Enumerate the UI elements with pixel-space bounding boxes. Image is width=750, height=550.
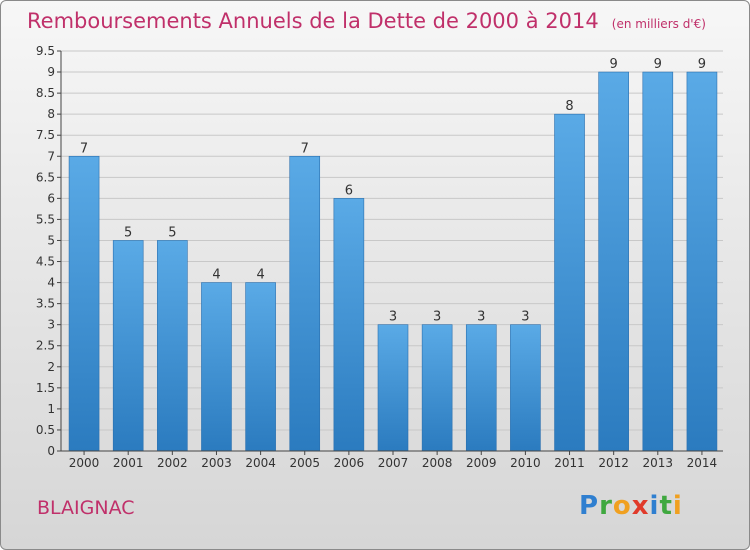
logo-letter: t <box>659 491 673 521</box>
x-tick-label: 2009 <box>466 456 497 470</box>
y-tick-label: 7 <box>47 149 55 163</box>
bar-value-label: 4 <box>212 268 220 283</box>
bar <box>157 240 188 452</box>
bar-value-label: 5 <box>124 225 132 240</box>
y-tick-label: 1.5 <box>36 381 55 395</box>
y-tick-label: 9.5 <box>36 44 55 58</box>
bar-value-label: 3 <box>477 310 485 325</box>
x-tick-label: 2000 <box>69 456 100 470</box>
bar <box>421 324 453 452</box>
axes <box>57 50 723 455</box>
bar <box>245 282 276 452</box>
y-tick-label: 3 <box>47 318 55 332</box>
bar-value-label: 3 <box>389 310 397 325</box>
bar <box>598 71 629 452</box>
bar-value-label: 7 <box>301 141 309 156</box>
bar <box>686 71 718 452</box>
bar-value-label: 4 <box>256 268 264 283</box>
bar <box>333 198 365 452</box>
y-tick-label: 6.5 <box>36 170 55 184</box>
logo-letter: o <box>612 491 632 521</box>
bar-value-label: 9 <box>610 57 618 72</box>
y-tick-label: 3.5 <box>36 297 55 311</box>
y-tick-label: 6 <box>47 191 55 205</box>
y-tick-label: 4.5 <box>36 255 55 269</box>
y-tick-label: 2 <box>47 360 55 374</box>
y-tick-label: 9 <box>47 65 55 79</box>
x-tick-label: 2003 <box>201 456 232 470</box>
y-tick-label: 8.5 <box>36 86 55 100</box>
bar-value-label: 9 <box>698 57 706 72</box>
bar <box>201 282 232 452</box>
labels: 0 0.5 1 1.5 2 2.5 3 3.5 4 4.5 5 5.5 6 6.5 7 7.5 8 8.5 9 9.5… <box>36 44 717 470</box>
bar-value-label: 6 <box>345 183 353 198</box>
bar-value-label: 5 <box>168 225 176 240</box>
logo-letter: i <box>672 491 683 521</box>
y-tick-label: 8 <box>47 107 55 121</box>
title-unit: (en milliers d'€) <box>611 17 706 31</box>
x-tick-label: 2011 <box>554 456 585 470</box>
logo-letter: P <box>579 491 600 521</box>
y-tick-label: 0 <box>47 444 55 458</box>
y-tick-label: 0.5 <box>36 423 55 437</box>
bar <box>554 113 585 452</box>
y-tick-label: 1 <box>47 402 55 416</box>
x-tick-label: 2001 <box>113 456 144 470</box>
y-tick-label: 4 <box>47 276 55 290</box>
x-tick-label: 2004 <box>245 456 276 470</box>
logo-letter: x <box>631 491 650 521</box>
x-tick-label: 2007 <box>378 456 409 470</box>
commune-name: BLAIGNAC <box>37 497 135 519</box>
bar-value-label: 3 <box>521 310 529 325</box>
chart-title: Remboursements Annuels de la Dette de 20… <box>27 9 706 33</box>
bar <box>642 71 674 452</box>
bar-value-label: 7 <box>80 141 88 156</box>
y-tick-label: 5.5 <box>36 212 55 226</box>
title-main: Remboursements Annuels de la Dette de 20… <box>27 9 599 33</box>
y-tick-label: 2.5 <box>36 339 55 353</box>
x-tick-label: 2014 <box>687 456 718 470</box>
bar <box>112 240 144 452</box>
logo-letter: r <box>599 491 613 521</box>
logo-letter: i <box>649 491 660 521</box>
x-tick-label: 2010 <box>510 456 541 470</box>
y-tick-label: 7.5 <box>36 128 55 142</box>
x-tick-label: 2002 <box>157 456 188 470</box>
bar-value-label: 9 <box>654 57 662 72</box>
x-tick-label: 2005 <box>289 456 320 470</box>
bar <box>289 155 321 452</box>
x-tick-label: 2008 <box>422 456 453 470</box>
x-tick-label: 2012 <box>598 456 629 470</box>
proxiti-logo: Proxiti <box>579 491 683 521</box>
y-tick-label: 5 <box>47 233 55 247</box>
x-tick-label: 2013 <box>643 456 674 470</box>
bar <box>510 324 541 452</box>
bar <box>465 324 497 452</box>
bar <box>377 324 409 452</box>
bars <box>68 71 718 452</box>
bar-value-label: 3 <box>433 310 441 325</box>
bar <box>68 155 100 452</box>
bar-value-label: 8 <box>565 99 573 114</box>
x-tick-label: 2006 <box>334 456 365 470</box>
